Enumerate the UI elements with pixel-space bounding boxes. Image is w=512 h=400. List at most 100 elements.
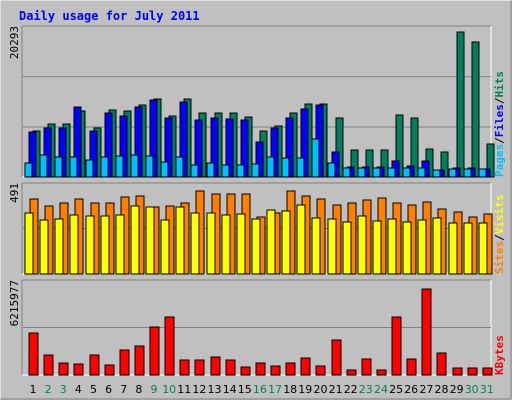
bar-pages-day-10	[160, 161, 169, 178]
bar-pages-day-27	[417, 167, 426, 178]
bar-visits-day-23	[357, 215, 367, 275]
bar-visits-day-19	[296, 204, 306, 275]
day-label: 29	[450, 383, 464, 396]
bar-visits-day-28	[432, 217, 442, 275]
day-label: 13	[208, 383, 222, 396]
bar-pages-day-12	[190, 164, 199, 178]
bar-kbytes-day-14	[225, 359, 236, 376]
bar-pages-day-2	[39, 154, 48, 178]
day-label: 14	[223, 383, 237, 396]
bar-kbytes-day-27	[421, 288, 432, 376]
bar-pages-day-21	[327, 162, 336, 178]
bar-kbytes-day-22	[346, 369, 357, 376]
bar-kbytes-day-28	[436, 352, 447, 376]
bar-visits-day-11	[175, 206, 185, 275]
bar-hits-day-30	[471, 41, 480, 178]
bar-visits-day-10	[160, 219, 170, 275]
day-label: 12	[192, 383, 206, 396]
bar-kbytes-day-8	[134, 345, 145, 376]
bar-kbytes-day-10	[164, 316, 175, 376]
bar-kbytes-day-23	[361, 358, 372, 376]
bar-kbytes-day-4	[73, 363, 84, 376]
bar-kbytes-day-6	[104, 364, 115, 376]
day-label: 23	[359, 383, 373, 396]
bar-visits-day-8	[130, 205, 140, 275]
bar-kbytes-day-9	[149, 326, 160, 376]
bar-visits-day-18	[281, 210, 291, 275]
bar-visits-day-25	[387, 218, 397, 275]
series-kbytes	[28, 288, 493, 376]
bar-visits-day-30	[463, 222, 473, 275]
series-pages	[24, 138, 487, 178]
bar-pages-day-9	[145, 155, 154, 178]
day-label: 18	[283, 383, 297, 396]
day-label: 6	[105, 383, 112, 396]
bar-kbytes-day-1	[28, 332, 39, 376]
kbytes-ymax-label: 6215977	[8, 280, 21, 326]
bar-pages-day-3	[54, 156, 63, 178]
day-label: 27	[419, 383, 433, 396]
bar-pages-day-15	[236, 164, 245, 178]
bar-kbytes-day-13	[210, 356, 221, 376]
legend-item: /	[493, 234, 506, 241]
bar-kbytes-day-25	[391, 316, 402, 376]
bar-kbytes-day-18	[285, 362, 296, 376]
bar-visits-day-6	[100, 215, 110, 275]
bar-pages-day-14	[221, 164, 230, 178]
bar-pages-day-17	[266, 156, 275, 178]
bar-visits-day-21	[327, 218, 337, 275]
legend-item: Pages	[493, 144, 506, 177]
bar-pages-day-20	[311, 138, 320, 178]
bar-pages-day-5	[85, 159, 94, 178]
bar-pages-day-1	[24, 162, 33, 178]
bar-pages-day-31	[478, 168, 487, 178]
bar-kbytes-day-12	[194, 359, 205, 376]
day-label: 7	[120, 383, 127, 396]
bar-kbytes-day-30	[467, 367, 478, 376]
legend-item: /	[493, 137, 506, 144]
bar-visits-day-5	[85, 215, 95, 275]
series-visits	[24, 204, 488, 275]
hits_files_pages-ymax-label: 20293	[8, 26, 21, 59]
bar-kbytes-day-3	[58, 362, 69, 376]
bar-pages-day-7	[115, 155, 124, 178]
day-label: 28	[435, 383, 449, 396]
bar-visits-day-9	[145, 206, 155, 275]
day-label: 10	[162, 383, 176, 396]
day-label: 16	[253, 383, 267, 396]
day-label: 17	[268, 383, 282, 396]
x-axis-day-labels: 1 2 3 4 5 6 7 8 9 10 11 12 13 14 15 16 17 18 19 20 21 22 23 24 2…	[30, 383, 494, 396]
bar-kbytes-day-15	[240, 366, 251, 376]
bar-visits-day-16	[251, 218, 261, 275]
day-label: 26	[404, 383, 418, 396]
day-label: 22	[344, 383, 358, 396]
day-label: 25	[389, 383, 403, 396]
day-label: 9	[151, 383, 158, 396]
day-label: 30	[465, 383, 479, 396]
bar-kbytes-day-24	[376, 369, 387, 376]
day-label: 1	[30, 383, 37, 396]
bar-pages-day-18	[281, 157, 290, 178]
bar-pages-day-30	[463, 168, 472, 178]
bar-kbytes-day-20	[315, 365, 326, 376]
bar-pages-day-19	[296, 157, 305, 178]
bar-kbytes-day-7	[119, 349, 130, 376]
bar-visits-day-7	[115, 214, 125, 275]
bar-visits-day-4	[69, 214, 79, 275]
kbytes-panel: 6215977 KBytes	[8, 279, 506, 376]
bar-pages-day-11	[175, 156, 184, 178]
day-label: 5	[90, 383, 97, 396]
bar-visits-day-31	[478, 222, 488, 275]
day-label: 15	[238, 383, 252, 396]
day-label: 3	[60, 383, 67, 396]
bar-visits-day-20	[311, 217, 321, 275]
legend-item: Files	[493, 104, 506, 137]
bar-visits-day-26	[402, 221, 412, 275]
bar-pages-day-8	[130, 154, 139, 178]
bar-visits-day-24	[372, 220, 382, 275]
bar-visits-day-13	[206, 212, 216, 275]
bar-pages-day-4	[69, 156, 78, 178]
